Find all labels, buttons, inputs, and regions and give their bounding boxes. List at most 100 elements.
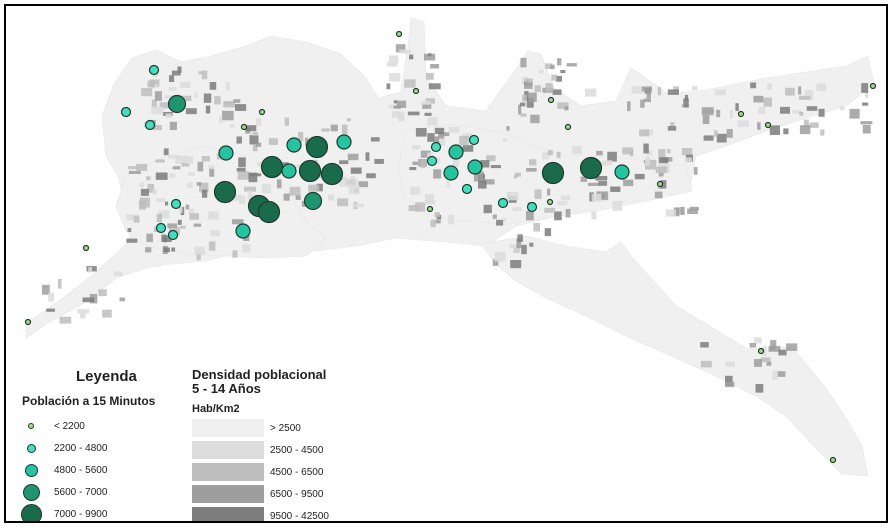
population-circle	[281, 163, 297, 179]
density-block	[193, 223, 202, 227]
density-block	[634, 173, 645, 180]
density-block	[777, 371, 786, 377]
density-block	[209, 82, 217, 90]
legend-density-label: 6500 - 9500	[270, 488, 324, 500]
density-block	[412, 161, 419, 165]
density-block	[171, 247, 176, 252]
density-block	[517, 234, 523, 242]
density-block	[42, 284, 50, 295]
density-block	[683, 98, 689, 108]
density-block	[591, 193, 602, 202]
density-block	[545, 63, 553, 69]
density-block	[156, 213, 162, 223]
density-block	[424, 112, 432, 116]
density-block	[393, 105, 401, 109]
population-circle	[213, 180, 237, 204]
density-block	[446, 180, 450, 188]
density-block	[655, 166, 667, 174]
population-circle	[303, 191, 323, 211]
density-block	[425, 98, 435, 104]
legend-circle-label: < 2200	[54, 420, 85, 432]
density-block	[479, 173, 483, 181]
population-circle	[869, 82, 877, 90]
density-block	[612, 200, 623, 211]
density-block	[392, 111, 403, 118]
density-block	[667, 89, 679, 95]
density-block	[529, 242, 534, 247]
density-block	[478, 180, 487, 189]
density-block	[749, 343, 757, 348]
legend-circle-class: 7000 - 9900	[16, 502, 108, 521]
density-block	[410, 186, 421, 195]
density-block	[862, 125, 871, 134]
density-block	[862, 102, 869, 106]
density-block	[785, 87, 795, 96]
density-block	[236, 168, 246, 172]
density-block	[415, 128, 427, 137]
density-block	[412, 145, 421, 150]
density-block	[673, 207, 680, 217]
density-block	[214, 96, 221, 105]
density-block	[767, 83, 772, 90]
density-block	[255, 142, 262, 147]
density-block	[341, 124, 348, 135]
density-block	[284, 117, 289, 126]
density-block	[596, 150, 603, 156]
population-circle	[656, 180, 664, 188]
legend-density-label: 9500 - 42500	[270, 510, 329, 522]
density-block	[350, 176, 355, 181]
density-block	[861, 83, 869, 93]
density-block	[701, 107, 714, 116]
density-block	[339, 160, 349, 165]
legend-circle-class: < 2200	[16, 414, 85, 438]
density-block	[80, 312, 86, 319]
population-circle	[430, 141, 442, 153]
density-block	[530, 114, 540, 124]
density-block	[700, 360, 712, 368]
density-block	[689, 206, 699, 211]
legend-circle-label: 4800 - 5600	[54, 464, 108, 476]
density-block	[755, 384, 764, 393]
density-block	[370, 137, 380, 142]
density-block	[715, 89, 726, 96]
density-block	[657, 87, 662, 96]
population-circle	[286, 137, 302, 153]
density-block	[237, 171, 250, 180]
density-block	[168, 87, 177, 91]
density-block	[658, 157, 669, 164]
density-block	[243, 235, 250, 241]
density-block	[386, 83, 391, 90]
density-block	[177, 219, 182, 225]
legend-density-class: 6500 - 9500	[192, 485, 323, 503]
density-block	[209, 168, 215, 177]
density-block	[222, 110, 234, 121]
density-block	[139, 182, 144, 188]
density-block	[252, 144, 258, 152]
density-block	[98, 289, 107, 297]
legend-circle-symbol	[28, 423, 34, 429]
legend-title: Leyenda	[76, 368, 137, 385]
legend-circle-label: 7000 - 9900	[54, 508, 108, 520]
population-circle	[757, 347, 765, 355]
density-block	[169, 75, 175, 82]
density-block	[627, 101, 631, 112]
density-block	[809, 122, 819, 128]
population-circle	[467, 159, 483, 175]
density-block	[399, 49, 411, 54]
density-block	[187, 182, 193, 189]
legend-density-label: 4500 - 6500	[270, 466, 324, 478]
density-block	[542, 152, 550, 160]
density-block	[102, 309, 112, 318]
population-circles	[24, 30, 877, 464]
legend-density-class: > 2500	[192, 419, 301, 437]
density-block	[512, 207, 522, 211]
density-block	[128, 170, 141, 174]
legend-circles-title: Población a 15 Minutos	[22, 394, 156, 408]
density-block	[426, 72, 434, 80]
density-block	[177, 66, 182, 73]
density-block	[510, 260, 522, 269]
density-block	[623, 179, 634, 187]
density-block	[667, 149, 671, 154]
density-block	[268, 138, 278, 145]
density-block	[438, 132, 444, 139]
